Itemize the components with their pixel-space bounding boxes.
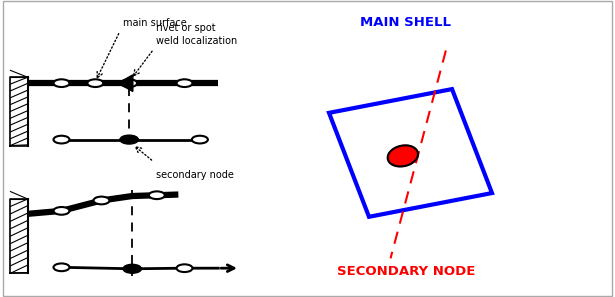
Circle shape <box>192 136 208 143</box>
Text: SECONDARY NODE: SECONDARY NODE <box>337 265 475 278</box>
Circle shape <box>121 79 137 87</box>
Circle shape <box>177 79 192 87</box>
Text: MAIN SHELL: MAIN SHELL <box>360 16 451 29</box>
Circle shape <box>54 263 69 271</box>
Bar <box>10 199 28 273</box>
Ellipse shape <box>387 145 418 167</box>
Text: main surface: main surface <box>123 18 187 28</box>
Circle shape <box>54 207 69 215</box>
Circle shape <box>177 264 192 272</box>
Circle shape <box>149 191 165 199</box>
Circle shape <box>54 136 69 143</box>
Bar <box>10 77 28 146</box>
Circle shape <box>123 264 141 273</box>
Circle shape <box>93 197 109 204</box>
Circle shape <box>54 79 69 87</box>
Circle shape <box>87 79 103 87</box>
Circle shape <box>120 135 138 144</box>
Polygon shape <box>118 75 133 91</box>
Text: rivet or spot
weld localization: rivet or spot weld localization <box>156 23 237 46</box>
Text: secondary node: secondary node <box>156 170 234 180</box>
